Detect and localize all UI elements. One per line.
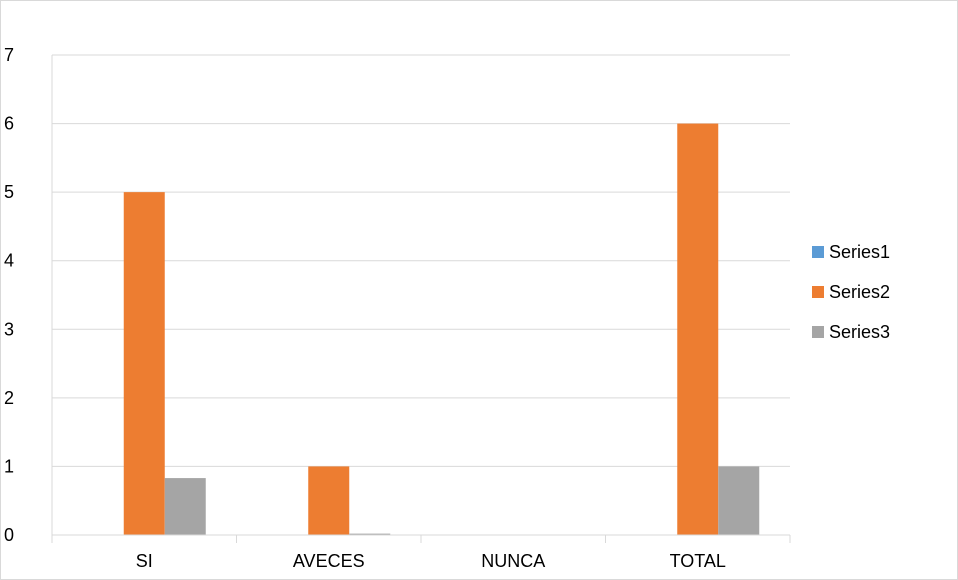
y-tick-label: 0 [4, 525, 14, 545]
bar-series2-aveces [308, 466, 350, 535]
x-tick-label: NUNCA [481, 551, 545, 571]
legend: Series1 Series2 Series3 [812, 242, 890, 342]
bar-series2-total [677, 123, 719, 536]
legend-swatch-series1 [812, 246, 824, 258]
bar-series3-aveces [349, 533, 391, 535]
legend-label-series1: Series1 [829, 242, 890, 262]
x-tick-label: SI [136, 551, 153, 571]
x-tick-label: TOTAL [670, 551, 726, 571]
bar-series2-si [123, 192, 165, 535]
legend-label-series2: Series2 [829, 282, 890, 302]
legend-swatch-series2 [812, 286, 824, 298]
legend-swatch-series3 [812, 326, 824, 338]
x-tick-label: AVECES [293, 551, 365, 571]
y-tick-label: 2 [4, 388, 14, 408]
bar-series3-si [164, 478, 206, 535]
gridlines [52, 54, 790, 467]
y-tick-label: 7 [4, 45, 14, 65]
y-tick-label: 1 [4, 456, 14, 476]
bar-series3-total [718, 466, 760, 535]
bars [123, 123, 760, 536]
y-tick-label: 6 [4, 114, 14, 134]
y-tick-label: 3 [4, 319, 14, 339]
y-tick-label: 4 [4, 251, 14, 271]
axes: 0 1 2 3 4 5 6 7 SI AVECES NUNCA TOTAL [4, 45, 791, 571]
legend-label-series3: Series3 [829, 322, 890, 342]
y-tick-label: 5 [4, 182, 14, 202]
